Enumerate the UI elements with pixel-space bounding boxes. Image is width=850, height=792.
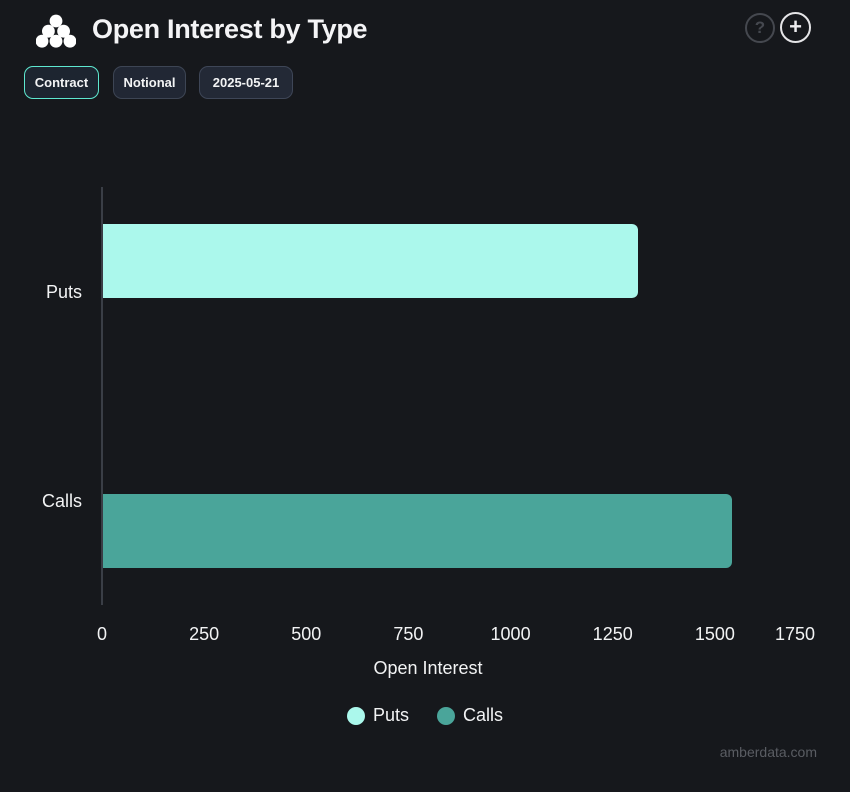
contract-toggle-button[interactable]: Contract [24,66,99,99]
y-axis-line [101,187,103,605]
add-button[interactable]: + [780,12,811,43]
legend-swatch-calls [437,706,455,725]
x-tick-1750: 1750 [774,624,816,644]
watermark: amberdata.com [719,744,817,760]
x-tick-1500: 1500 [694,624,735,644]
amberdata-logo-icon [36,14,76,48]
x-tick-1000: 1000 [490,624,531,644]
expiration-date-button[interactable]: 2025-05-21 [199,66,293,99]
x-tick-0: 0 [96,624,108,644]
notional-toggle-button[interactable]: Notional [113,66,186,99]
y-axis-label-calls: Calls [41,491,82,511]
y-axis-label-puts: Puts [45,282,82,302]
legend-label: Puts [372,705,409,725]
chart-legend: Puts Calls [0,705,850,726]
legend-swatch-puts [346,706,365,725]
help-icon: ? [754,18,766,37]
x-tick-750: 750 [393,624,424,644]
legend-label: Calls [463,705,504,725]
x-tick-500: 500 [291,624,322,644]
x-tick-250: 250 [189,624,220,644]
help-button[interactable]: ? [745,13,775,43]
x-tick-1250: 1250 [592,624,633,644]
legend-item-puts[interactable]: Puts [346,705,409,726]
legend-item-calls[interactable]: Calls [437,705,503,726]
plus-icon: + [789,13,802,39]
bar-calls[interactable] [103,494,732,568]
x-axis-title: Open Interest [373,658,483,678]
page-title: Open Interest by Type [92,14,368,44]
bar-puts[interactable] [103,224,638,298]
